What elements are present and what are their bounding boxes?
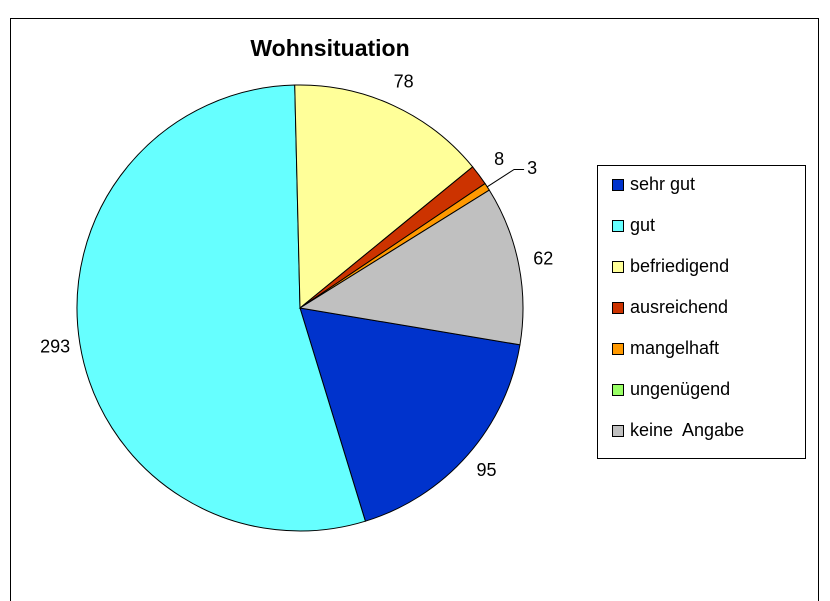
legend-label: ungenügend	[630, 379, 730, 399]
data-label: 293	[40, 336, 70, 356]
data-label: 95	[477, 460, 497, 480]
legend-swatch	[612, 220, 624, 232]
legend-swatch	[612, 343, 624, 355]
data-label: 62	[533, 249, 553, 269]
data-label: 3	[527, 158, 537, 178]
chart-title: Wohnsituation	[250, 35, 409, 61]
pie-slice	[299, 307, 521, 522]
legend-swatch	[612, 261, 624, 273]
pie-slice	[76, 84, 367, 532]
legend-label: keine Angabe	[630, 420, 744, 440]
leader-line	[486, 168, 525, 188]
legend-label: gut	[630, 215, 655, 235]
legend-swatch	[612, 179, 624, 191]
legend-swatch	[612, 384, 624, 396]
legend-label: sehr gut	[630, 174, 695, 194]
data-label: 78	[394, 71, 414, 91]
legend-label: mangelhaft	[630, 338, 719, 358]
legend-swatch	[612, 425, 624, 437]
legend-label: befriedigend	[630, 256, 729, 276]
legend-swatch	[612, 302, 624, 314]
pie-slice	[294, 84, 474, 310]
legend-label: ausreichend	[630, 297, 728, 317]
pie-slice	[298, 189, 524, 346]
legend-box	[597, 165, 806, 459]
data-label: 8	[494, 149, 504, 169]
